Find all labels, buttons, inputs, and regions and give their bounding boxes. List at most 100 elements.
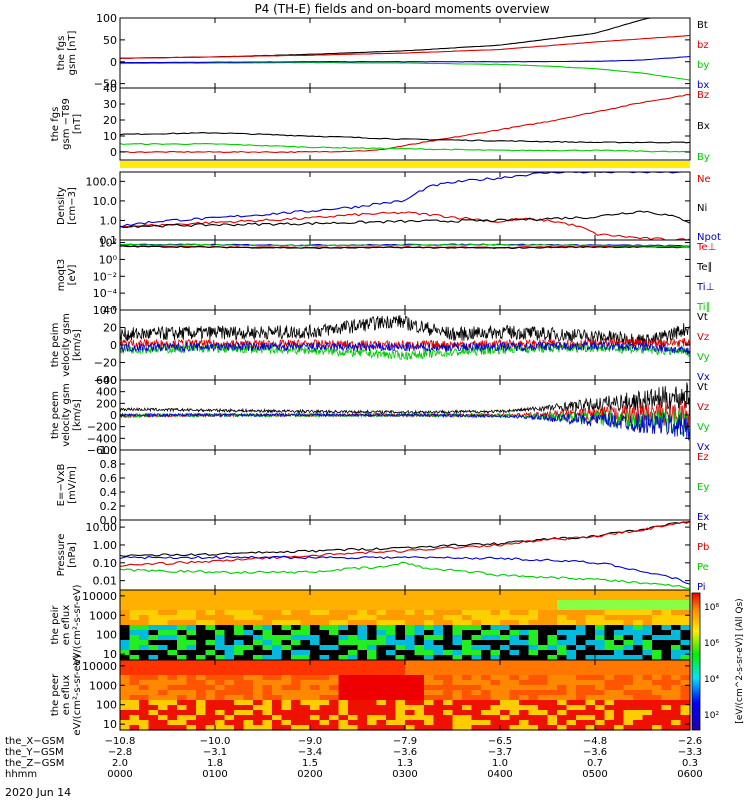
heatmap-cell bbox=[623, 630, 634, 636]
legend-entry-Ti⊥: Ti⊥ bbox=[696, 282, 714, 293]
heatmap-cell bbox=[120, 685, 131, 691]
heatmap-cell bbox=[205, 725, 216, 731]
ytick-label: −600 bbox=[87, 444, 117, 457]
heatmap-cell bbox=[671, 705, 682, 711]
heatmap-cell bbox=[452, 665, 463, 671]
heatmap-cell bbox=[319, 710, 330, 716]
heatmap-cell bbox=[519, 640, 530, 646]
heatmap-cell bbox=[500, 700, 511, 706]
heatmap-cell bbox=[528, 610, 539, 616]
heatmap-cell bbox=[357, 690, 368, 696]
ylabel-line: [nT] bbox=[72, 114, 83, 134]
heatmap-cell bbox=[291, 700, 302, 706]
heatmap-cell bbox=[224, 705, 235, 711]
heatmap-cell bbox=[338, 715, 349, 721]
heatmap-cell bbox=[300, 595, 311, 601]
heatmap-cell bbox=[614, 690, 625, 696]
heatmap-cell bbox=[348, 690, 359, 696]
heatmap-cell bbox=[167, 725, 178, 731]
heatmap-cell bbox=[177, 615, 188, 621]
heatmap-cell bbox=[338, 675, 349, 681]
ylabel: the peimvelocity gsm[km/s] bbox=[50, 313, 83, 377]
ytick-label: 0.01 bbox=[93, 575, 118, 588]
heatmap-cell bbox=[566, 675, 577, 681]
heatmap-cell bbox=[557, 630, 568, 636]
heatmap-cell bbox=[139, 670, 150, 676]
ylabel-line: the fgs bbox=[56, 36, 67, 71]
heatmap-cell bbox=[528, 665, 539, 671]
heatmap-cell bbox=[576, 610, 587, 616]
heatmap-cell bbox=[452, 720, 463, 726]
heatmap-cell bbox=[481, 700, 492, 706]
heatmap-cell bbox=[433, 610, 444, 616]
heatmap-cell bbox=[215, 705, 226, 711]
legend-entry-Pi: Pi bbox=[697, 582, 706, 593]
heatmap-cell bbox=[253, 635, 264, 641]
heatmap-cell bbox=[585, 690, 596, 696]
ytick-label: 40 bbox=[103, 304, 117, 317]
heatmap-cell bbox=[376, 665, 387, 671]
heatmap-cell bbox=[595, 595, 606, 601]
heatmap-cell bbox=[500, 605, 511, 611]
heatmap-cell bbox=[547, 620, 558, 626]
heatmap-cell bbox=[614, 665, 625, 671]
heatmap-cell bbox=[272, 710, 283, 716]
heatmap-cell bbox=[338, 645, 349, 651]
heatmap-cell bbox=[281, 660, 292, 666]
heatmap-cell bbox=[196, 705, 207, 711]
heatmap-cell bbox=[462, 610, 473, 616]
heatmap-cell bbox=[196, 640, 207, 646]
heatmap-cell bbox=[557, 615, 568, 621]
heatmap-cell bbox=[462, 725, 473, 731]
heatmap-cell bbox=[262, 715, 273, 721]
heatmap-cell bbox=[443, 685, 454, 691]
heatmap-cell bbox=[405, 680, 416, 686]
heatmap-cell bbox=[538, 670, 549, 676]
heatmap-cell bbox=[262, 710, 273, 716]
heatmap-cell bbox=[329, 675, 340, 681]
heatmap-cell bbox=[462, 620, 473, 626]
heatmap-cell bbox=[414, 625, 425, 631]
heatmap-cell bbox=[300, 690, 311, 696]
colorbar-tick: 10⁴ bbox=[704, 675, 719, 685]
heatmap-cell bbox=[186, 670, 197, 676]
heatmap-cell bbox=[652, 615, 663, 621]
heatmap-cell bbox=[310, 660, 321, 666]
heatmap-cell bbox=[443, 595, 454, 601]
heatmap-cell bbox=[158, 725, 169, 731]
heatmap-cell bbox=[234, 615, 245, 621]
heatmap-cell bbox=[538, 590, 549, 596]
heatmap-cell bbox=[310, 695, 321, 701]
heatmap-cell bbox=[547, 590, 558, 596]
heatmap-cell bbox=[661, 625, 672, 631]
heatmap-cell bbox=[633, 685, 644, 691]
heatmap-cell bbox=[329, 690, 340, 696]
heatmap-cell bbox=[272, 645, 283, 651]
heatmap-cell bbox=[481, 605, 492, 611]
heatmap-cell bbox=[452, 630, 463, 636]
heatmap-cell bbox=[604, 700, 615, 706]
heatmap-cell bbox=[386, 625, 397, 631]
heatmap-cell bbox=[633, 720, 644, 726]
heatmap-cell bbox=[120, 630, 131, 636]
heatmap-cell bbox=[414, 615, 425, 621]
heatmap-cell bbox=[614, 700, 625, 706]
heatmap-cell bbox=[348, 655, 359, 661]
series-line-Vx bbox=[119, 412, 690, 441]
heatmap-cell bbox=[576, 725, 587, 731]
heatmap-cell bbox=[557, 595, 568, 601]
heatmap-cell bbox=[547, 690, 558, 696]
heatmap-cell bbox=[614, 610, 625, 616]
heatmap-cell bbox=[661, 615, 672, 621]
heatmap-cell bbox=[186, 685, 197, 691]
heatmap-cell bbox=[310, 595, 321, 601]
heatmap-cell bbox=[443, 610, 454, 616]
heatmap-cell bbox=[405, 595, 416, 601]
series-line-Bt bbox=[119, 17, 690, 59]
heatmap-cell bbox=[462, 635, 473, 641]
heatmap-cell bbox=[177, 695, 188, 701]
ytick-label: 10⁻⁴ bbox=[93, 287, 118, 300]
heatmap-cell bbox=[329, 695, 340, 701]
heatmap-cell bbox=[262, 600, 273, 606]
heatmap-cell bbox=[414, 690, 425, 696]
